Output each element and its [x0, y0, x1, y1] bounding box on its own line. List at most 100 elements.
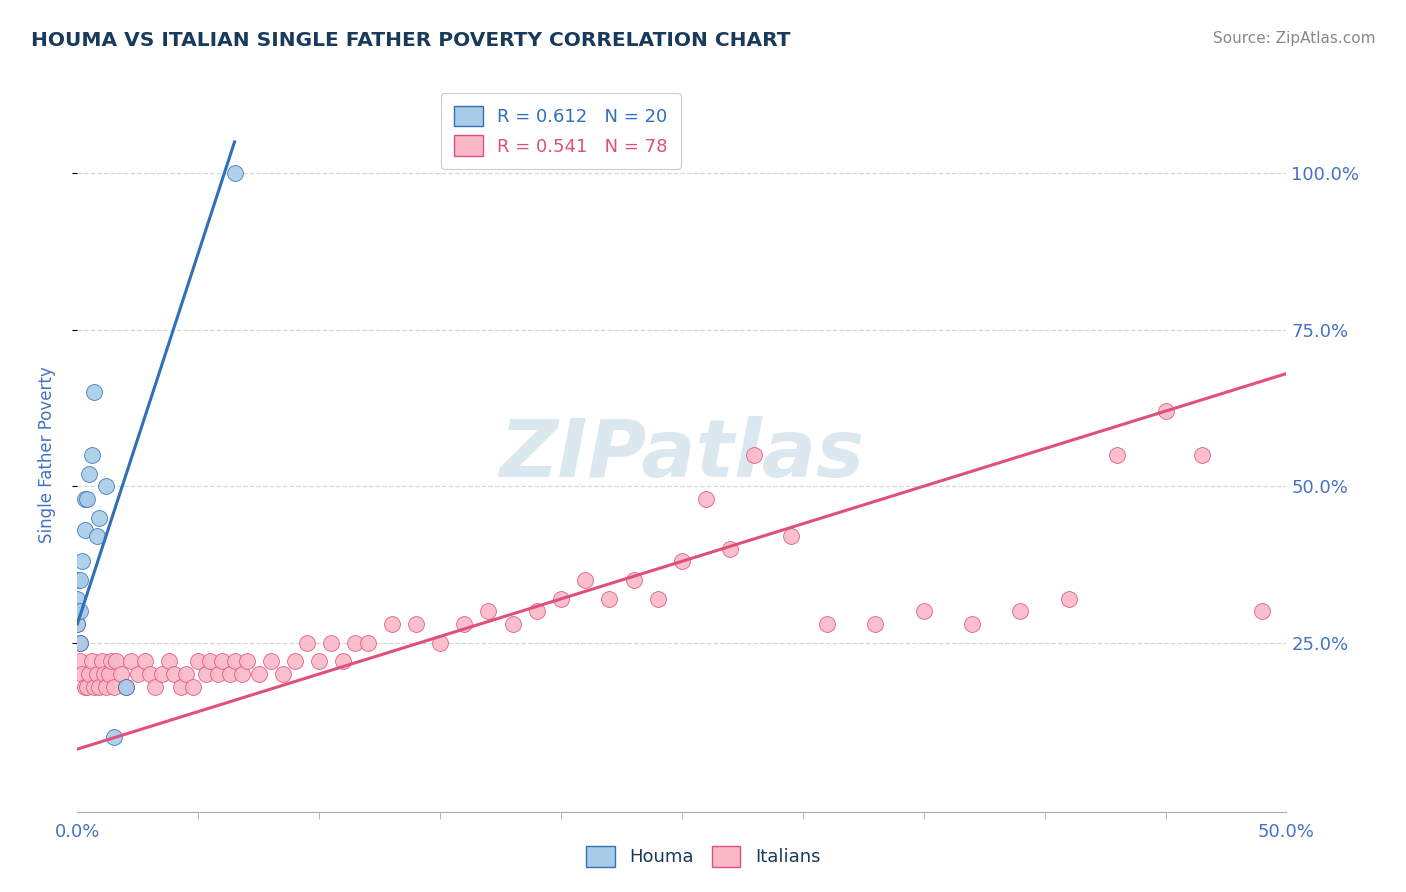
- Point: [110, 667, 132, 681]
- Point: [87, 680, 110, 694]
- Point: [66, 616, 89, 631]
- Point: [86, 667, 108, 681]
- Text: ZIPatlas: ZIPatlas: [499, 416, 865, 494]
- Point: [174, 667, 197, 681]
- Point: [66, 573, 89, 587]
- Point: [83, 385, 105, 400]
- Point: [405, 616, 427, 631]
- Point: [526, 604, 548, 618]
- Point: [79, 667, 101, 681]
- Point: [66, 604, 89, 618]
- Point: [66, 604, 89, 618]
- Point: [912, 604, 935, 618]
- Point: [1154, 404, 1177, 418]
- Point: [93, 667, 115, 681]
- Point: [381, 616, 404, 631]
- Point: [247, 667, 270, 681]
- Point: [183, 680, 205, 694]
- Point: [120, 655, 142, 669]
- Point: [224, 166, 246, 180]
- Point: [235, 655, 257, 669]
- Point: [1107, 448, 1129, 462]
- Point: [69, 604, 91, 618]
- Point: [103, 680, 125, 694]
- Y-axis label: Single Father Poverty: Single Father Poverty: [38, 367, 56, 543]
- Point: [1057, 591, 1080, 606]
- Text: HOUMA VS ITALIAN SINGLE FATHER POVERTY CORRELATION CHART: HOUMA VS ITALIAN SINGLE FATHER POVERTY C…: [31, 31, 790, 50]
- Point: [1191, 448, 1213, 462]
- Point: [574, 573, 596, 587]
- Point: [86, 529, 108, 543]
- Point: [744, 448, 766, 462]
- Point: [150, 667, 173, 681]
- Point: [83, 680, 105, 694]
- Point: [779, 529, 801, 543]
- Point: [344, 636, 367, 650]
- Point: [66, 616, 89, 631]
- Point: [453, 616, 475, 631]
- Point: [718, 541, 741, 556]
- Point: [695, 491, 717, 506]
- Point: [295, 636, 318, 650]
- Point: [70, 667, 93, 681]
- Point: [143, 680, 166, 694]
- Point: [477, 604, 499, 618]
- Point: [69, 655, 91, 669]
- Point: [647, 591, 669, 606]
- Point: [134, 655, 156, 669]
- Point: [69, 573, 91, 587]
- Point: [69, 636, 91, 650]
- Point: [100, 655, 122, 669]
- Point: [170, 680, 193, 694]
- Point: [260, 655, 283, 669]
- Point: [66, 591, 89, 606]
- Point: [114, 680, 136, 694]
- Point: [73, 523, 96, 537]
- Point: [284, 655, 307, 669]
- Point: [76, 491, 98, 506]
- Point: [308, 655, 330, 669]
- Point: [96, 479, 118, 493]
- Point: [207, 667, 229, 681]
- Point: [332, 655, 354, 669]
- Point: [194, 667, 217, 681]
- Point: [73, 680, 96, 694]
- Point: [80, 655, 103, 669]
- Point: [127, 667, 149, 681]
- Point: [69, 636, 91, 650]
- Point: [87, 510, 110, 524]
- Legend: Houma, Italians: Houma, Italians: [578, 838, 828, 874]
- Point: [200, 655, 222, 669]
- Point: [598, 591, 620, 606]
- Point: [79, 467, 101, 481]
- Point: [90, 655, 112, 669]
- Point: [187, 655, 209, 669]
- Point: [271, 667, 294, 681]
- Point: [224, 655, 246, 669]
- Point: [73, 491, 96, 506]
- Point: [76, 680, 98, 694]
- Point: [163, 667, 186, 681]
- Point: [211, 655, 233, 669]
- Point: [80, 448, 103, 462]
- Point: [321, 636, 343, 650]
- Point: [231, 667, 253, 681]
- Point: [1251, 604, 1274, 618]
- Point: [550, 591, 572, 606]
- Point: [960, 616, 983, 631]
- Point: [103, 730, 125, 744]
- Point: [97, 667, 120, 681]
- Point: [114, 680, 136, 694]
- Point: [139, 667, 162, 681]
- Point: [671, 554, 693, 568]
- Point: [96, 680, 118, 694]
- Point: [815, 616, 838, 631]
- Point: [70, 554, 93, 568]
- Point: [218, 667, 240, 681]
- Point: [157, 655, 180, 669]
- Legend: R = 0.612   N = 20, R = 0.541   N = 78: R = 0.612 N = 20, R = 0.541 N = 78: [441, 93, 681, 169]
- Point: [1010, 604, 1032, 618]
- Text: Source: ZipAtlas.com: Source: ZipAtlas.com: [1212, 31, 1375, 46]
- Point: [623, 573, 645, 587]
- Point: [356, 636, 378, 650]
